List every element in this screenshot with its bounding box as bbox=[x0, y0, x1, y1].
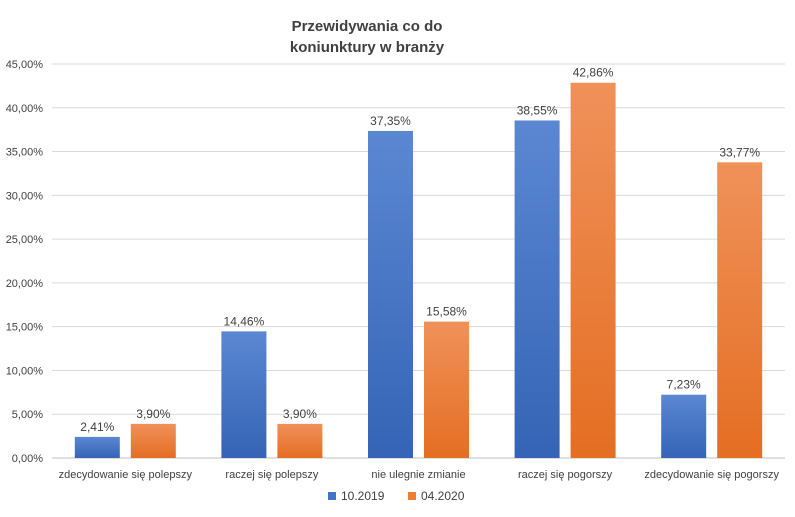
bar-10-2019-3 bbox=[514, 120, 560, 459]
data-label: 7,23% bbox=[667, 378, 701, 392]
bar-10-2019-2 bbox=[368, 130, 413, 459]
x-axis: zdecydowanie się polepszy raczej się pole… bbox=[59, 469, 780, 481]
y-tick-label: 25,00% bbox=[6, 234, 44, 246]
bar-04-2020-2 bbox=[424, 321, 469, 458]
data-label: 14,46% bbox=[224, 314, 265, 328]
legend-swatch bbox=[408, 492, 416, 500]
y-tick-label: 40,00% bbox=[6, 103, 44, 115]
y-tick-label: 0,00% bbox=[12, 453, 43, 465]
x-category-label: nie ulegnie zmianie bbox=[371, 469, 465, 481]
y-tick-label: 15,00% bbox=[6, 322, 44, 334]
legend-label: 10.2019 bbox=[341, 489, 385, 503]
chart-title-line-1: Przewidywania co do bbox=[292, 18, 443, 35]
bar-04-2020-3 bbox=[570, 82, 616, 459]
data-label: 3,90% bbox=[136, 407, 170, 421]
data-label: 2,41% bbox=[80, 420, 114, 434]
bar-04-2020-0 bbox=[130, 423, 176, 458]
bars bbox=[74, 82, 763, 459]
y-tick-label: 30,00% bbox=[6, 190, 44, 202]
bar-10-2019-4 bbox=[661, 394, 707, 458]
data-labels: 2,41% 3,90% 14,46% 3,90% 37,35% 15,58% 38,55% 4… bbox=[80, 66, 760, 434]
bar-04-2020-4 bbox=[717, 162, 763, 458]
data-label: 42,86% bbox=[573, 66, 614, 80]
data-label: 37,35% bbox=[370, 114, 411, 128]
bar-04-2020-1 bbox=[277, 423, 323, 458]
y-tick-label: 20,00% bbox=[6, 278, 44, 290]
x-category-label: raczej się pogorszy bbox=[518, 469, 613, 481]
bar-10-2019-1 bbox=[221, 331, 267, 458]
chart-title: Przewidywania co do koniunktury w branży bbox=[290, 18, 445, 56]
data-label: 38,55% bbox=[517, 103, 558, 117]
y-tick-label: 5,00% bbox=[12, 409, 43, 421]
x-category-label: raczej się polepszy bbox=[225, 469, 318, 481]
x-category-label: zdecydowanie się pogorszy bbox=[644, 469, 779, 481]
legend-swatch bbox=[328, 492, 336, 500]
legend-label: 04.2020 bbox=[421, 489, 465, 503]
gridlines bbox=[52, 63, 785, 459]
y-tick-label: 10,00% bbox=[6, 365, 44, 377]
data-label: 3,90% bbox=[283, 407, 317, 421]
y-axis: 0,00% 5,00% 10,00% 15,00% 20,00% 25,00% 30,00%… bbox=[6, 59, 44, 465]
bar-10-2019-0 bbox=[74, 436, 120, 458]
legend: 10.2019 04.2020 bbox=[328, 489, 465, 503]
chart-title-line-2: koniunktury w branży bbox=[290, 39, 445, 56]
data-label: 15,58% bbox=[426, 305, 467, 319]
y-tick-label: 35,00% bbox=[6, 147, 44, 159]
x-category-label: zdecydowanie się polepszy bbox=[59, 469, 193, 481]
y-tick-label: 45,00% bbox=[6, 59, 44, 71]
data-label: 33,77% bbox=[719, 145, 760, 159]
